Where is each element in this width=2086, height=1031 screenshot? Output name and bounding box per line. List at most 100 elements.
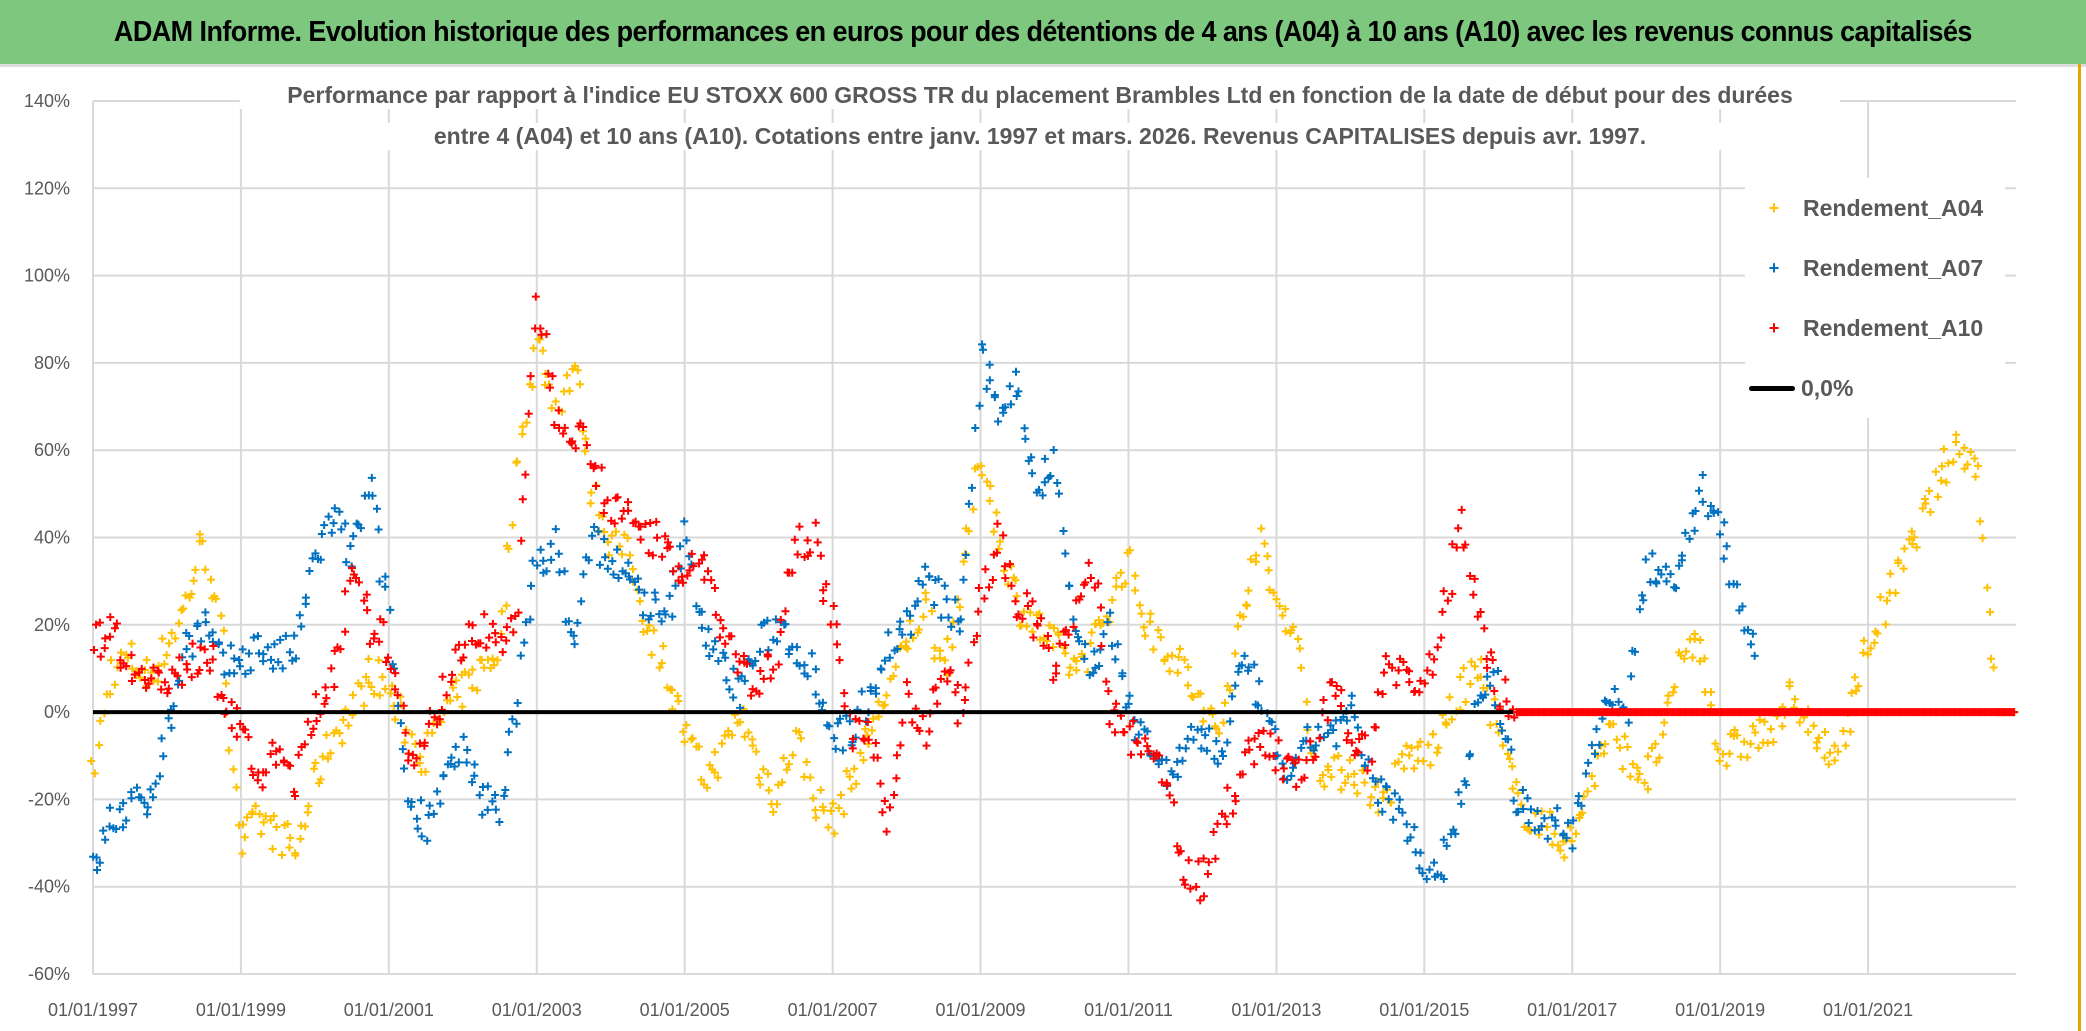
data-point <box>338 739 347 748</box>
data-point <box>291 851 300 860</box>
data-point <box>151 779 160 788</box>
data-point <box>1748 722 1757 731</box>
data-point <box>450 762 459 771</box>
data-point <box>1297 663 1306 672</box>
data-point <box>518 430 527 439</box>
series-rendement-a04 <box>87 335 2019 862</box>
data-point <box>491 790 500 799</box>
data-point <box>1017 621 1026 630</box>
data-point <box>1344 729 1353 738</box>
data-point <box>251 801 260 810</box>
data-point <box>1640 778 1649 787</box>
data-point <box>1700 654 1709 663</box>
data-point <box>1899 564 1908 573</box>
data-point <box>1112 573 1121 582</box>
data-point <box>240 833 249 842</box>
data-point <box>739 652 748 661</box>
data-point <box>267 655 276 664</box>
data-point <box>1146 609 1155 618</box>
data-point <box>464 620 473 629</box>
data-point <box>1196 689 1205 698</box>
y-tick-label: 100% <box>24 266 70 286</box>
data-point <box>1042 636 1051 645</box>
data-point <box>263 643 272 652</box>
chart-title-line-2: entre 4 (A04) et 10 ans (A10). Cotations… <box>340 123 1740 150</box>
data-point <box>866 686 875 695</box>
data-point <box>1292 782 1301 791</box>
data-point <box>639 611 648 620</box>
data-point <box>1131 571 1140 580</box>
data-point <box>258 783 267 792</box>
data-point <box>106 613 115 622</box>
data-point <box>986 481 995 490</box>
data-point <box>1834 747 1843 756</box>
data-point <box>277 851 286 860</box>
data-point <box>927 607 936 616</box>
data-point <box>1505 754 1514 763</box>
data-point <box>1323 716 1332 725</box>
data-point <box>364 678 373 687</box>
data-point <box>227 698 236 707</box>
data-point <box>631 517 640 526</box>
data-point <box>495 817 504 826</box>
data-point <box>1660 718 1669 727</box>
data-point <box>701 641 710 650</box>
data-point <box>1324 765 1333 774</box>
data-point <box>657 659 666 668</box>
data-point <box>539 556 548 565</box>
data-point <box>1434 743 1443 752</box>
data-point <box>468 621 477 630</box>
data-point <box>1371 723 1380 732</box>
data-point <box>713 773 722 782</box>
data-point <box>513 457 522 466</box>
data-point <box>1215 729 1224 738</box>
data-point <box>722 676 731 685</box>
data-point <box>1454 524 1463 533</box>
data-point <box>1228 692 1237 701</box>
data-point <box>573 618 582 627</box>
data-point <box>1202 746 1211 755</box>
data-point <box>933 699 942 708</box>
data-point <box>1437 633 1446 642</box>
data-point <box>1476 608 1485 617</box>
data-point <box>571 444 580 453</box>
data-point <box>545 383 554 392</box>
data-point <box>1363 766 1372 775</box>
data-point <box>158 634 167 643</box>
data-point <box>809 794 818 803</box>
data-point <box>911 601 920 610</box>
data-point <box>274 658 283 667</box>
data-point <box>993 519 1002 528</box>
data-point <box>259 650 268 659</box>
data-point <box>1719 554 1728 563</box>
data-point <box>847 784 856 793</box>
data-point <box>1121 579 1130 588</box>
data-point <box>893 644 902 653</box>
data-point <box>1368 757 1377 766</box>
data-point <box>871 739 880 748</box>
data-point <box>1937 476 1946 485</box>
data-point <box>1281 604 1290 613</box>
data-point <box>811 665 820 674</box>
data-point <box>1778 722 1787 731</box>
data-point <box>341 519 350 528</box>
data-point <box>836 790 845 799</box>
data-point <box>253 632 262 641</box>
data-point <box>1926 508 1935 517</box>
data-point <box>943 634 952 643</box>
data-point <box>476 639 485 648</box>
data-point <box>665 591 674 600</box>
data-point <box>1259 726 1268 735</box>
data-point <box>1442 720 1451 729</box>
data-point <box>1608 700 1617 709</box>
data-point <box>1524 818 1533 827</box>
data-point <box>1178 756 1187 765</box>
data-point <box>931 683 940 692</box>
data-point <box>831 744 840 753</box>
data-point <box>1061 626 1070 635</box>
data-point <box>375 637 384 646</box>
data-point <box>127 788 136 797</box>
data-point <box>327 528 336 537</box>
data-point <box>1694 486 1703 495</box>
data-point <box>93 866 102 875</box>
